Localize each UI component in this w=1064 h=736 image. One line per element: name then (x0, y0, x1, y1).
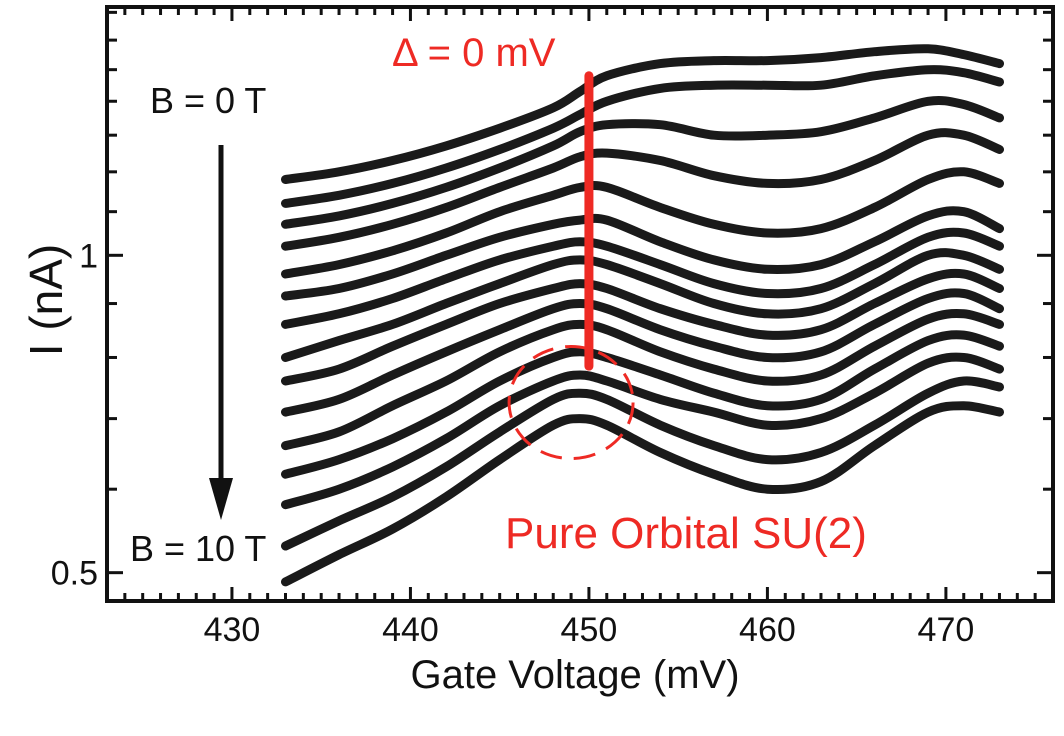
b-bottom-label: B = 10 T (130, 528, 266, 569)
series-line-14 (281, 376, 1004, 551)
b-top-label: B = 0 T (150, 80, 266, 121)
x-axis-title: Gate Voltage (mV) (410, 653, 739, 697)
series-line-4 (281, 128, 1004, 251)
su2-highlight-circle (507, 345, 635, 461)
series-layer (281, 44, 1004, 587)
y-axis-title: I (nA) (20, 244, 72, 356)
field-arrow (209, 145, 233, 520)
series-line-8 (281, 248, 1004, 362)
x-tick-label: 450 (561, 611, 618, 649)
series-line-9 (281, 268, 1004, 386)
x-tick-label: 430 (204, 611, 261, 649)
x-tick-label: 440 (382, 611, 439, 649)
x-axis: 430 440 450 460 470 (105, 7, 1055, 649)
series-line-7 (281, 227, 1004, 329)
series-line-2 (281, 65, 1004, 208)
series-line-15 (281, 401, 1004, 587)
y-axis: 10.5 (51, 10, 1053, 593)
y-tick-label: 0.5 (51, 555, 98, 593)
delta-label: Δ = 0 mV (392, 31, 556, 75)
series-line-6 (281, 206, 1004, 301)
y-tick-label: 1 (79, 237, 98, 275)
series-line-3 (281, 95, 1004, 229)
su2-label: Pure Orbital SU(2) (505, 509, 867, 558)
x-tick-label: 470 (918, 611, 975, 649)
series-line-1 (281, 44, 1004, 184)
x-tick-label: 460 (739, 611, 796, 649)
series-line-10 (281, 288, 1004, 417)
series-line-12 (281, 330, 1004, 479)
series-line-5 (281, 167, 1004, 279)
series-line-11 (281, 309, 1004, 451)
